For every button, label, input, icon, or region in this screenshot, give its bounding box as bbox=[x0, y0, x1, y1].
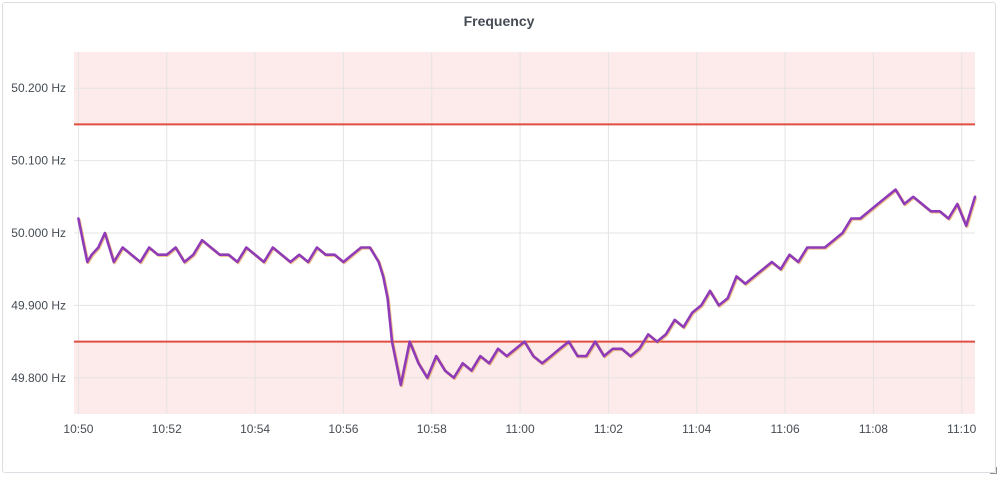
x-tick-label: 11:06 bbox=[771, 422, 800, 436]
x-tick-label: 11:04 bbox=[682, 422, 711, 436]
x-tick-label: 11:10 bbox=[947, 422, 976, 436]
y-tick-label: 49.800 Hz bbox=[11, 371, 66, 385]
y-tick-label: 49.900 Hz bbox=[11, 298, 66, 312]
x-tick-label: 10:58 bbox=[417, 422, 447, 436]
x-tick-label: 10:54 bbox=[240, 422, 270, 436]
x-tick-label: 11:08 bbox=[859, 422, 888, 436]
x-tick-label: 10:50 bbox=[63, 422, 93, 436]
y-axis: 49.800 Hz 49.900 Hz 50.000 Hz 50.100 Hz 50.2… bbox=[11, 81, 66, 385]
y-tick-label: 50.100 Hz bbox=[11, 154, 66, 168]
x-tick-label: 11:00 bbox=[506, 422, 535, 436]
series-line bbox=[77, 188, 977, 387]
panel-title[interactable]: Frequency bbox=[463, 13, 535, 29]
y-tick-label: 50.000 Hz bbox=[11, 226, 66, 240]
panel-resize-handle[interactable] bbox=[990, 467, 997, 474]
y-tick-label: 50.200 Hz bbox=[11, 81, 66, 95]
series-group bbox=[77, 188, 978, 388]
x-axis: 10:50 10:52 10:54 10:56 10:58 11:00 11:02 11:04… bbox=[63, 422, 976, 436]
x-tick-label: 10:52 bbox=[152, 422, 182, 436]
x-tick-label: 11:02 bbox=[594, 422, 623, 436]
grid bbox=[74, 52, 975, 414]
x-tick-label: 10:56 bbox=[328, 422, 358, 436]
